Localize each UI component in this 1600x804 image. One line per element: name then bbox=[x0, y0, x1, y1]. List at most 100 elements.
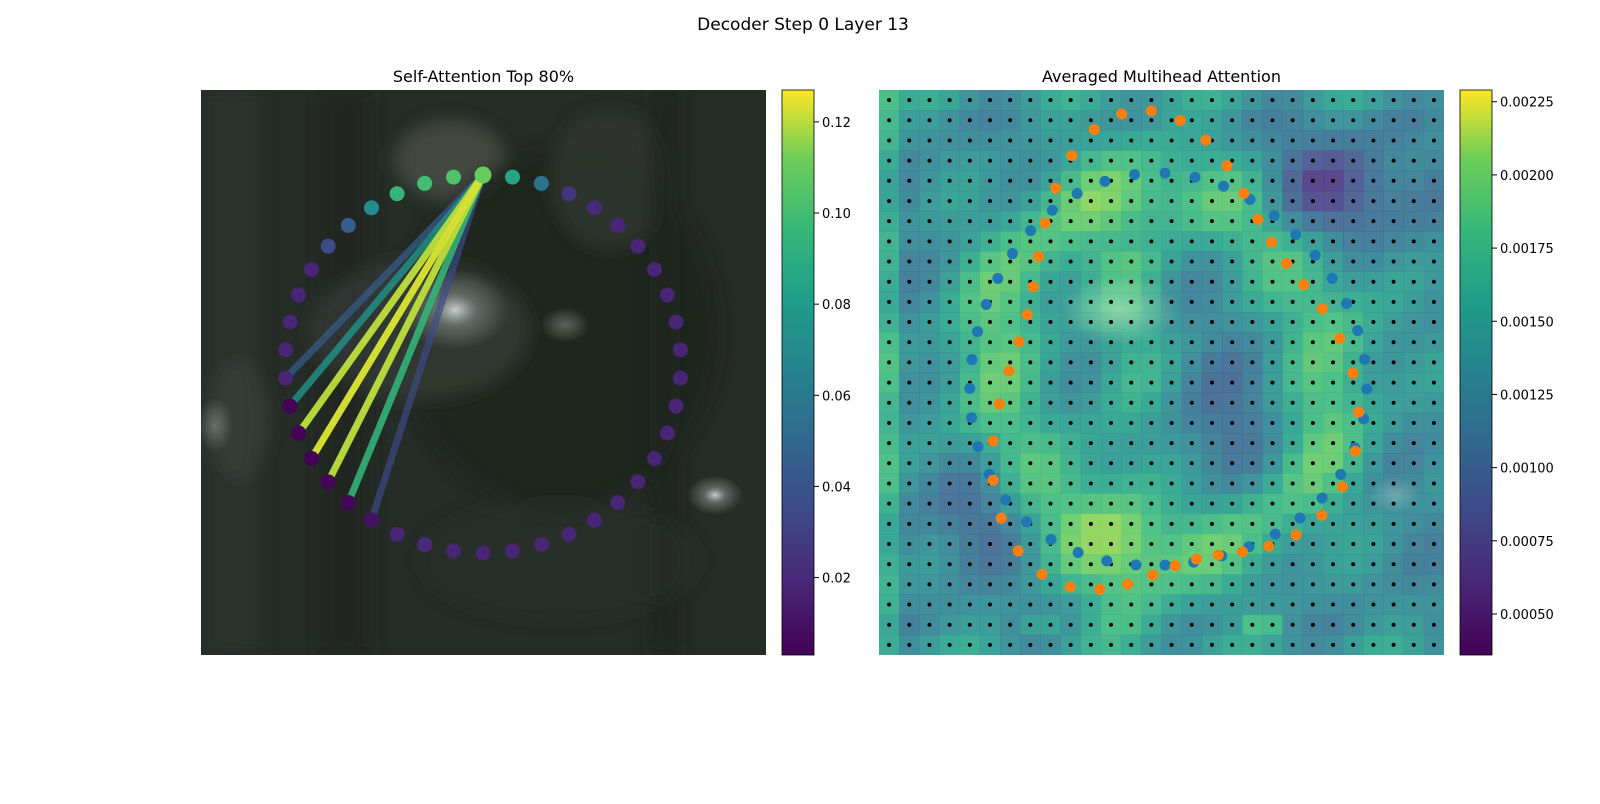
grid-point bbox=[1270, 259, 1275, 264]
grid-point bbox=[1331, 178, 1336, 183]
grid-point bbox=[1411, 642, 1416, 647]
grid-point bbox=[927, 219, 932, 224]
grid-point bbox=[1431, 320, 1436, 325]
grid-point bbox=[1129, 481, 1134, 486]
grid-point bbox=[1028, 219, 1033, 224]
grid-point bbox=[1391, 461, 1396, 466]
contour-point bbox=[1316, 509, 1328, 521]
grid-point bbox=[1230, 622, 1235, 627]
grid-point bbox=[1431, 501, 1436, 506]
grid-point bbox=[1431, 400, 1436, 405]
grid-point bbox=[1411, 501, 1416, 506]
grid-point bbox=[1209, 158, 1214, 163]
grid-point bbox=[947, 320, 952, 325]
grid-point bbox=[1270, 461, 1275, 466]
grid-point bbox=[947, 622, 952, 627]
grid-point bbox=[1310, 158, 1315, 163]
grid-point bbox=[1411, 360, 1416, 365]
grid-point bbox=[987, 158, 992, 163]
self-attention-colorbar: 0.02 0.04 0.06 0.08 0.10 0.12 bbox=[781, 89, 851, 656]
grid-point bbox=[887, 219, 892, 224]
grid-point bbox=[1371, 562, 1376, 567]
grid-point bbox=[1431, 178, 1436, 183]
contour-point bbox=[1349, 445, 1361, 457]
grid-point bbox=[1129, 622, 1134, 627]
grid-point bbox=[1270, 481, 1275, 486]
grid-point bbox=[1310, 279, 1315, 284]
grid-point bbox=[927, 461, 932, 466]
grid-point bbox=[987, 582, 992, 587]
grid-point bbox=[1270, 380, 1275, 385]
grid-point bbox=[1371, 602, 1376, 607]
grid-point bbox=[947, 562, 952, 567]
grid-point bbox=[1331, 138, 1336, 143]
grid-point bbox=[987, 400, 992, 405]
grid-point bbox=[967, 521, 972, 526]
grid-point bbox=[1149, 562, 1154, 567]
grid-point bbox=[967, 582, 972, 587]
grid-point bbox=[1209, 481, 1214, 486]
grid-point bbox=[1290, 98, 1295, 103]
grid-point bbox=[1169, 441, 1174, 446]
grid-point bbox=[1351, 602, 1356, 607]
grid-point bbox=[1028, 420, 1033, 425]
attention-edges bbox=[282, 171, 487, 524]
colorbar-gradient bbox=[781, 89, 815, 656]
grid-point bbox=[927, 602, 932, 607]
grid-point bbox=[1149, 441, 1154, 446]
grid-point bbox=[927, 279, 932, 284]
grid-point bbox=[1008, 562, 1013, 567]
grid-point bbox=[1109, 198, 1114, 203]
grid-point bbox=[1270, 642, 1275, 647]
grid-point bbox=[1068, 542, 1073, 547]
grid-point bbox=[1149, 602, 1154, 607]
grid-point bbox=[1109, 501, 1114, 506]
ring-point bbox=[672, 342, 688, 358]
grid-point bbox=[1351, 622, 1356, 627]
grid-point bbox=[1028, 158, 1033, 163]
grid-point bbox=[1351, 219, 1356, 224]
ring-point bbox=[340, 217, 356, 233]
grid-point bbox=[1270, 400, 1275, 405]
grid-point bbox=[1230, 360, 1235, 365]
grid-point bbox=[887, 562, 892, 567]
grid-point bbox=[1189, 158, 1194, 163]
grid-point bbox=[1109, 259, 1114, 264]
grid-point bbox=[1169, 481, 1174, 486]
contour-point bbox=[987, 474, 999, 486]
grid-point bbox=[1048, 198, 1053, 203]
grid-point bbox=[1371, 622, 1376, 627]
grid-point bbox=[1149, 178, 1154, 183]
grid-point bbox=[1048, 299, 1053, 304]
grid-point bbox=[987, 521, 992, 526]
contour-point bbox=[1064, 581, 1076, 593]
grid-point bbox=[987, 340, 992, 345]
grid-point bbox=[1189, 642, 1194, 647]
grid-point bbox=[1371, 118, 1376, 123]
grid-point bbox=[1310, 198, 1315, 203]
grid-point bbox=[1371, 521, 1376, 526]
grid-point bbox=[1149, 360, 1154, 365]
grid-point bbox=[1028, 642, 1033, 647]
grid-point bbox=[1331, 562, 1336, 567]
grid-point bbox=[1290, 420, 1295, 425]
grid-point bbox=[1351, 542, 1356, 547]
grid-point bbox=[1068, 299, 1073, 304]
grid-point bbox=[1270, 501, 1275, 506]
grid-point bbox=[1189, 582, 1194, 587]
multihead-attention-title: Averaged Multihead Attention bbox=[1042, 67, 1281, 86]
grid-point bbox=[1270, 622, 1275, 627]
contour-point bbox=[964, 382, 976, 394]
grid-point bbox=[1068, 521, 1073, 526]
grid-point bbox=[1068, 400, 1073, 405]
grid-point bbox=[1209, 602, 1214, 607]
grid-point bbox=[1008, 178, 1013, 183]
grid-point bbox=[947, 501, 952, 506]
grid-point bbox=[1088, 481, 1093, 486]
contour-point bbox=[1361, 383, 1373, 395]
grid-point bbox=[1230, 461, 1235, 466]
colorbar-tick-label: 0.00150 bbox=[1500, 315, 1554, 330]
grid-point bbox=[1250, 360, 1255, 365]
grid-point bbox=[1391, 562, 1396, 567]
grid-point bbox=[1411, 178, 1416, 183]
